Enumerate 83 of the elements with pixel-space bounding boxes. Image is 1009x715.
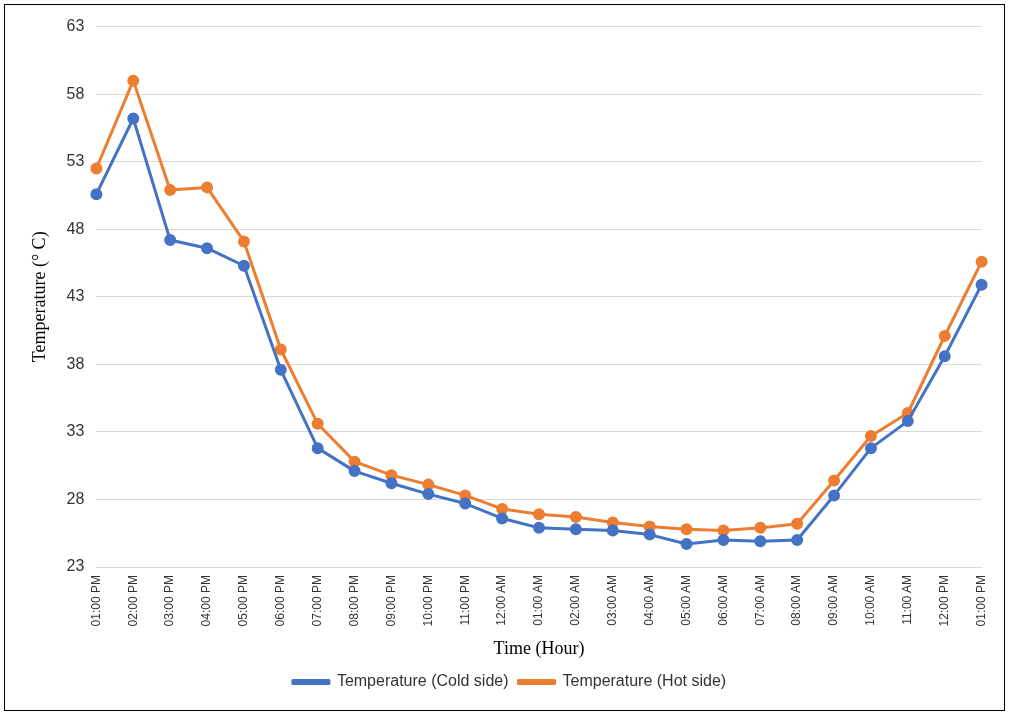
x-tick-label: 11:00 AM: [900, 575, 915, 625]
point: [680, 538, 693, 551]
x-tick-label: 07:00 AM: [752, 575, 767, 626]
x-tick-label: 03:00 PM: [162, 575, 177, 627]
legend-label: Temperature (Cold side): [336, 672, 509, 690]
point: [717, 534, 730, 547]
y-tick-label: 38: [66, 354, 85, 372]
point: [201, 181, 214, 194]
x-tick-label: 12:00 AM: [494, 575, 509, 626]
point: [201, 242, 214, 255]
point: [274, 363, 287, 376]
y-tick-label: 28: [66, 489, 85, 507]
point: [828, 474, 841, 487]
y-tick-label: 48: [66, 219, 85, 237]
x-tick-label: 10:00 AM: [863, 575, 878, 626]
point: [938, 330, 951, 342]
point: [311, 417, 324, 430]
point: [496, 502, 509, 515]
x-tick-label: 07:00 PM: [310, 575, 325, 627]
x-tick-label: 02:00 AM: [568, 575, 583, 626]
point: [569, 523, 582, 536]
point: [422, 488, 435, 501]
point: [385, 477, 398, 490]
point: [533, 508, 545, 521]
point: [237, 259, 250, 272]
point: [164, 234, 177, 247]
y-tick-label: 63: [66, 17, 85, 35]
point: [90, 188, 103, 201]
x-tick-label: 10:00 PM: [420, 575, 435, 627]
point: [164, 184, 177, 197]
point: [864, 429, 877, 442]
y-tick-label: 23: [66, 557, 85, 575]
x-tick-label: 08:00 PM: [346, 575, 361, 627]
point: [237, 235, 250, 248]
point: [938, 350, 951, 363]
x-tick-label: 04:00 PM: [199, 575, 214, 627]
x-tick-label: 06:00 PM: [273, 575, 288, 627]
y-tick-label: 43: [66, 287, 85, 305]
legend-label: Temperature (Hot side): [562, 672, 727, 690]
point: [459, 497, 472, 510]
x-tick-label: 04:00 AM: [641, 575, 656, 626]
x-tick-label: 12:00 PM: [937, 575, 952, 627]
point: [975, 255, 988, 268]
point: [569, 511, 582, 524]
point: [606, 524, 619, 537]
x-tick-label: 11:00 PM: [457, 575, 472, 626]
x-tick-label: 03:00 AM: [605, 575, 620, 626]
point: [975, 278, 988, 291]
y-tick-label: 58: [66, 84, 85, 102]
y-axis-title: Temperature (° C): [28, 231, 50, 363]
x-tick-label: 01:00 PM: [88, 575, 103, 627]
x-tick-label: 08:00 AM: [789, 575, 804, 626]
point: [127, 112, 140, 125]
point: [717, 524, 730, 537]
x-tick-label: 01:00 AM: [531, 575, 546, 626]
point: [496, 512, 509, 525]
point: [791, 517, 804, 530]
point: [791, 534, 804, 547]
point: [422, 478, 435, 491]
point: [754, 535, 767, 548]
point: [348, 465, 361, 478]
point: [680, 523, 693, 536]
point: [274, 343, 287, 356]
point: [311, 442, 324, 455]
x-tick-label: 05:00 PM: [236, 575, 251, 627]
y-tick-label: 53: [66, 152, 85, 170]
x-tick-label: 05:00 AM: [678, 575, 693, 626]
point: [828, 489, 841, 502]
point: [90, 162, 103, 175]
point: [901, 415, 914, 428]
x-axis-title: Time (Hour): [493, 637, 585, 659]
point: [127, 74, 140, 87]
x-tick-label: 09:00 PM: [383, 575, 398, 627]
point: [348, 455, 361, 468]
x-tick-label: 06:00 AM: [715, 575, 730, 626]
point: [643, 528, 656, 541]
point: [754, 521, 767, 534]
x-tick-label: 01:00 PM: [973, 575, 988, 627]
y-tick-label: 33: [66, 422, 85, 440]
x-tick-label: 09:00 AM: [826, 575, 841, 626]
point: [533, 521, 545, 534]
point: [864, 442, 877, 455]
x-tick-label: 02:00 PM: [125, 575, 140, 627]
